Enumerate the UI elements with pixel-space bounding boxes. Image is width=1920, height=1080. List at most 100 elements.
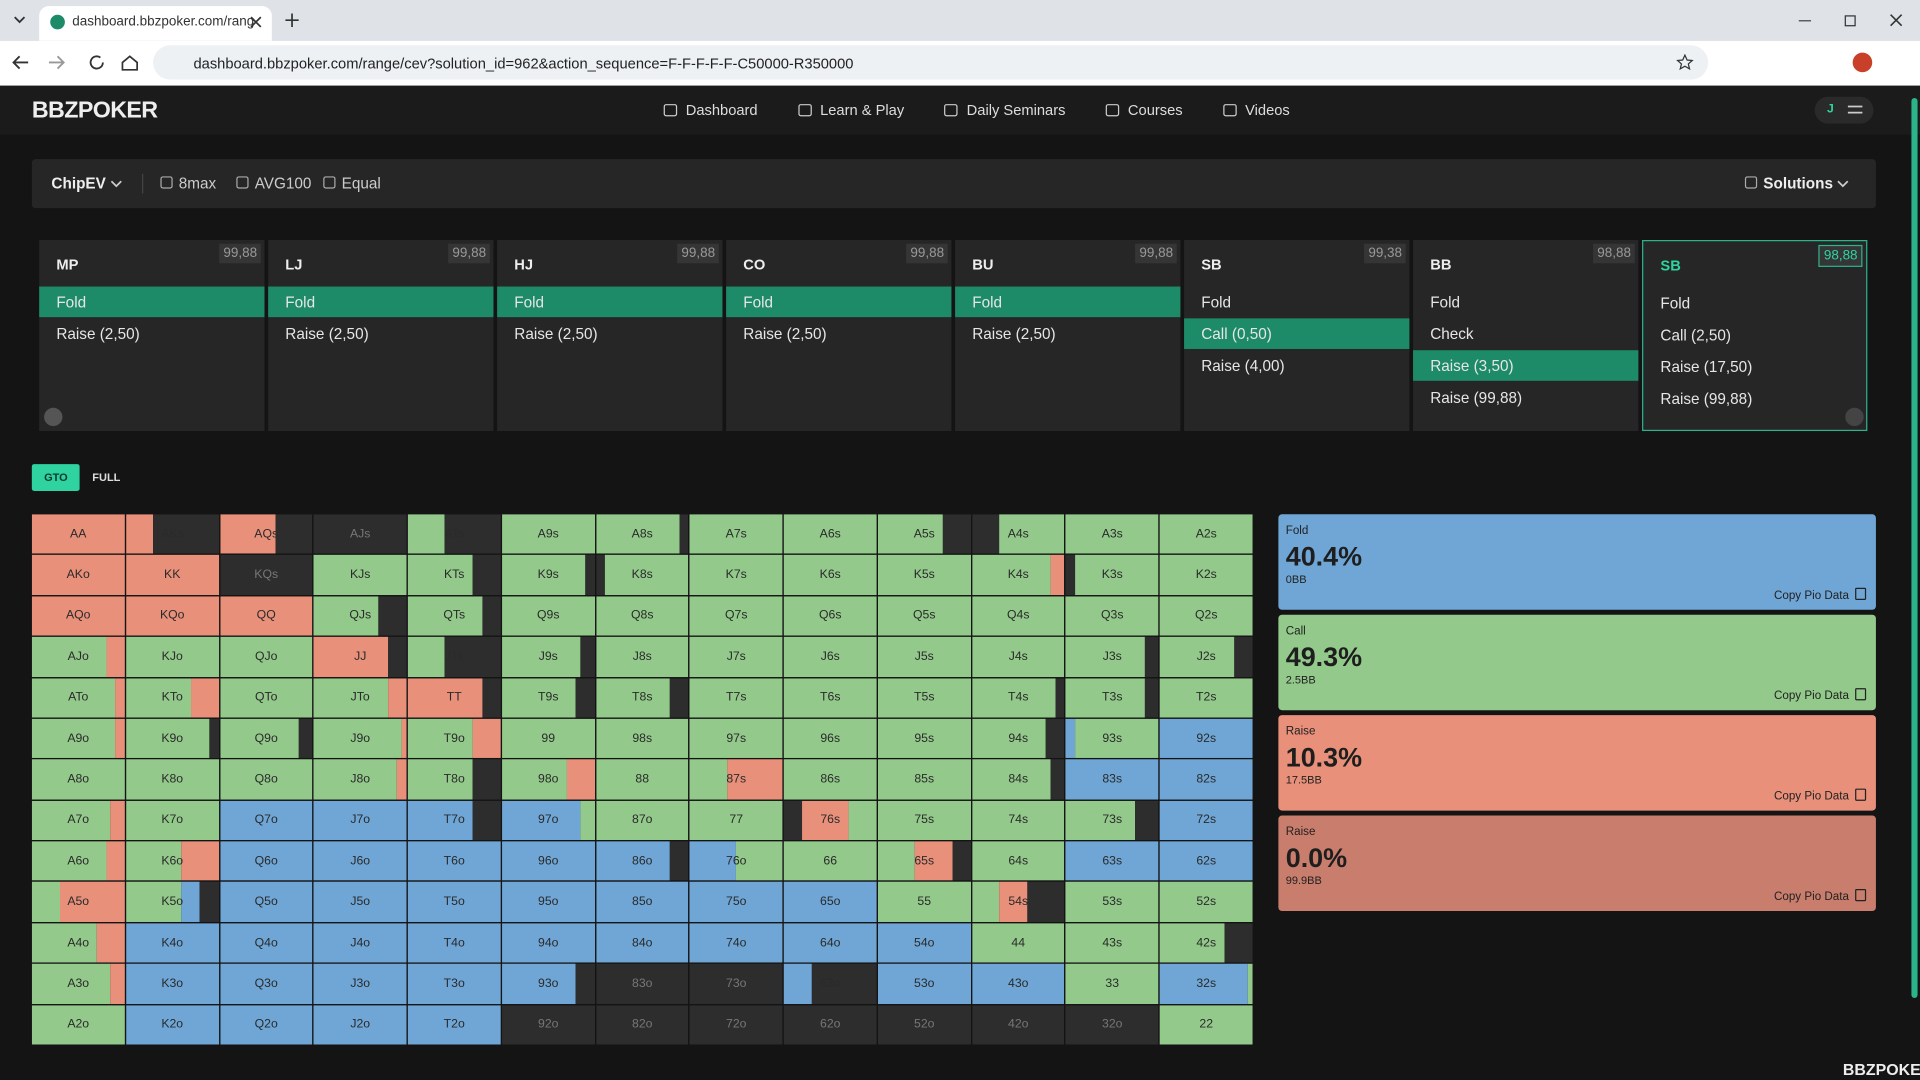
hand-cell[interactable]: 63o [783, 963, 877, 1004]
hand-cell[interactable]: 84o [595, 923, 689, 963]
action-row[interactable]: Fold [497, 286, 723, 318]
position-card[interactable]: MP 99,88 Fold Raise (2,50) [39, 240, 265, 432]
hand-cell[interactable]: J5s [877, 636, 971, 677]
hand-cell[interactable]: J3o [313, 963, 407, 1004]
hand-cell[interactable]: 86s [783, 759, 877, 800]
hand-cell[interactable]: J9s [501, 636, 595, 677]
hand-cell[interactable]: 98o [501, 759, 595, 800]
hand-cell[interactable]: AQs [219, 514, 313, 554]
hand-cell[interactable]: KK [125, 555, 219, 595]
hand-cell[interactable]: K7o [125, 800, 219, 841]
hand-cell[interactable]: A6s [783, 514, 877, 554]
hand-cell[interactable]: 85o [595, 882, 689, 922]
hand-cell[interactable]: Q9o [219, 718, 313, 759]
hand-cell[interactable]: 54o [877, 923, 971, 963]
hand-cell[interactable]: Q7o [219, 800, 313, 841]
bookmark-star[interactable] [1676, 53, 1694, 71]
hand-cell[interactable]: A7s [689, 514, 783, 554]
hand-cell[interactable]: 53o [877, 963, 971, 1004]
action-row[interactable]: Raise (2,50) [955, 318, 1180, 349]
action-row[interactable]: Raise (3,50) [1413, 350, 1639, 381]
hand-cell[interactable]: 96o [501, 841, 595, 881]
hand-cell[interactable]: T3o [407, 963, 501, 1004]
hand-cell[interactable]: 93o [501, 963, 595, 1004]
position-card[interactable]: CO 99,88 Fold Raise (2,50) [726, 240, 952, 432]
hand-cell[interactable]: AKo [31, 555, 125, 595]
hand-cell[interactable]: Q8s [595, 596, 689, 636]
position-card[interactable]: SB 99,38 Fold Call (0,50) Raise (4,00) [1184, 240, 1410, 432]
hand-cell[interactable]: A9s [501, 514, 595, 554]
hand-cell[interactable]: 43s [1065, 923, 1159, 963]
action-row[interactable]: Fold [955, 286, 1181, 318]
hand-cell[interactable]: KTs [407, 555, 501, 595]
hand-cell[interactable]: 65s [877, 841, 971, 881]
new-tab[interactable] [285, 13, 299, 27]
hand-cell[interactable]: K2s [1159, 555, 1253, 595]
hand-cell[interactable]: 52s [1159, 882, 1253, 922]
tab-list-button[interactable] [12, 12, 27, 27]
hand-cell[interactable]: T2o [407, 1004, 501, 1045]
position-card[interactable]: HJ 99,88 Fold Raise (2,50) [497, 240, 723, 432]
hand-cell[interactable]: 83o [595, 963, 689, 1004]
position-card[interactable]: SB 98,88 Fold Call (2,50) Raise (17,50) Raise… [1642, 240, 1868, 432]
action-row[interactable]: Fold [39, 286, 265, 318]
action-row[interactable]: Raise (2,50) [39, 318, 264, 349]
hand-cell[interactable]: QJo [219, 636, 313, 677]
hand-cell[interactable]: 95s [877, 718, 971, 759]
hand-cell[interactable]: J7o [313, 800, 407, 841]
action-row[interactable]: Raise (2,50) [268, 318, 493, 349]
hand-cell[interactable]: 99 [501, 718, 595, 759]
user-menu[interactable]: J [1814, 96, 1874, 124]
hand-cell[interactable]: K2o [125, 1004, 219, 1045]
hand-cell[interactable]: QJs [313, 596, 407, 636]
nav-item[interactable]: Dashboard [663, 102, 758, 119]
hand-cell[interactable]: 97s [689, 718, 783, 759]
hand-cell[interactable]: 55 [877, 882, 971, 922]
hand-cell[interactable]: T9o [407, 718, 501, 759]
hand-cell[interactable]: K6o [125, 841, 219, 881]
hand-cell[interactable]: 93s [1065, 718, 1159, 759]
hand-cell[interactable]: AQo [31, 596, 125, 636]
hand-cell[interactable]: T6o [407, 841, 501, 881]
hand-cell[interactable]: A5o [31, 882, 125, 922]
hand-cell[interactable]: QQ [219, 596, 313, 636]
hand-cell[interactable]: T3s [1065, 677, 1159, 718]
hand-cell[interactable]: 32o [1065, 1004, 1159, 1045]
hand-cell[interactable]: A7o [31, 800, 125, 841]
hand-cell[interactable]: 32s [1159, 963, 1253, 1004]
hand-cell[interactable]: JTo [313, 677, 407, 718]
hand-cell[interactable]: KJs [313, 555, 407, 595]
hand-cell[interactable]: 64s [971, 841, 1065, 881]
hand-cell[interactable]: AKs [125, 514, 219, 554]
hand-cell[interactable]: Q3o [219, 963, 313, 1004]
hand-cell[interactable]: J6o [313, 841, 407, 881]
hand-cell[interactable]: K5s [877, 555, 971, 595]
url-field[interactable]: dashboard.bbzpoker.com/range/cev?solutio… [153, 45, 1709, 80]
hand-cell[interactable]: 92s [1159, 718, 1253, 759]
hand-cell[interactable]: T6s [783, 677, 877, 718]
hand-cell[interactable]: KTo [125, 677, 219, 718]
hand-cell[interactable]: 53s [1065, 882, 1159, 922]
tab-close[interactable] [250, 16, 262, 28]
hand-cell[interactable]: A8s [595, 514, 689, 554]
toggle-button[interactable]: FULL [92, 471, 121, 484]
hand-cell[interactable]: 44 [971, 923, 1065, 963]
hand-cell[interactable]: 33 [1065, 963, 1159, 1004]
copy-button[interactable]: Copy Pio Data [1774, 888, 1867, 904]
nav-item[interactable]: Learn & Play [798, 102, 904, 119]
hand-cell[interactable]: 73o [689, 963, 783, 1004]
hand-cell[interactable]: A4o [31, 923, 125, 963]
hand-cell[interactable]: J7s [689, 636, 783, 677]
hand-cell[interactable]: KQs [219, 555, 313, 595]
hand-cell[interactable]: 85s [877, 759, 971, 800]
hand-cell[interactable]: Q6o [219, 841, 313, 881]
hand-cell[interactable]: 42o [971, 1004, 1065, 1045]
hand-cell[interactable]: 66 [783, 841, 877, 881]
action-row[interactable]: Fold [1184, 287, 1409, 318]
hand-cell[interactable]: Q9s [501, 596, 595, 636]
solutions-button[interactable]: Solutions [1744, 175, 1850, 192]
action-row[interactable]: Raise (2,50) [726, 318, 951, 349]
hand-cell[interactable]: K9o [125, 718, 219, 759]
hand-cell[interactable]: K9s [501, 555, 595, 595]
hand-cell[interactable]: 94o [501, 923, 595, 963]
